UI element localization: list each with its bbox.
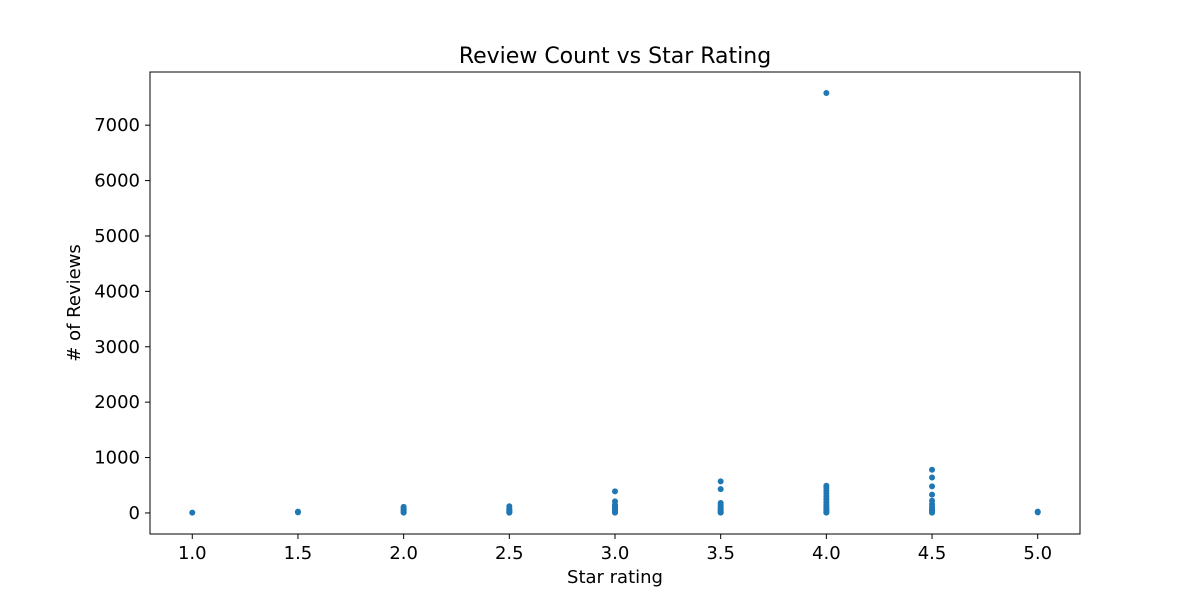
x-tick-label: 1.0: [178, 543, 207, 564]
y-axis-label: # of Reviews: [64, 244, 85, 361]
scatter-point: [717, 486, 724, 493]
scatter-point: [612, 488, 618, 495]
x-tick-label: 3.5: [706, 543, 735, 564]
scatter-point: [506, 503, 513, 510]
scatter-point: [929, 483, 936, 490]
scatter-point: [929, 497, 936, 504]
y-tick-label: 4000: [94, 281, 140, 302]
y-tick-label: 5000: [94, 226, 140, 247]
scatter-point: [1034, 508, 1041, 515]
x-tick-label: 2.5: [495, 543, 524, 564]
scatter-point: [717, 499, 724, 506]
y-tick-label: 6000: [94, 171, 140, 192]
y-tick-label: 1000: [94, 448, 140, 469]
x-tick-label: 4.0: [812, 543, 841, 564]
scatter-point: [612, 498, 618, 505]
chart-title: Review Count vs Star Rating: [459, 44, 771, 69]
scatter-point: [189, 509, 196, 516]
y-tick-label: 2000: [94, 392, 140, 413]
y-tick-label: 0: [129, 503, 140, 524]
x-tick-label: 2.0: [389, 543, 418, 564]
scatter-point: [294, 508, 301, 515]
y-tick-label: 7000: [94, 115, 140, 136]
x-axis-ticks: 1.0 1.5 2.0 2.5 3.0 3.5 4.0 4.5 5.0: [178, 534, 1052, 564]
y-axis-ticks: 0 1000 2000 3000 4000 5000 6000 7000: [94, 115, 150, 524]
y-tick-label: 3000: [94, 337, 140, 358]
x-tick-label: 3.0: [601, 543, 630, 564]
x-tick-label: 1.5: [284, 543, 313, 564]
scatter-point: [929, 466, 936, 473]
scatter-point: [400, 503, 407, 510]
x-axis-label: Star rating: [567, 567, 663, 588]
x-tick-label: 4.5: [918, 543, 947, 564]
scatter-point: [717, 478, 724, 485]
scatter-points: [189, 90, 1041, 516]
scatter-point: [929, 474, 936, 481]
plot-area-frame: [149, 71, 1081, 535]
scatter-point: [823, 90, 830, 97]
scatter-point: [823, 482, 830, 489]
x-tick-label: 5.0: [1023, 543, 1052, 564]
scatter-point: [929, 491, 936, 498]
